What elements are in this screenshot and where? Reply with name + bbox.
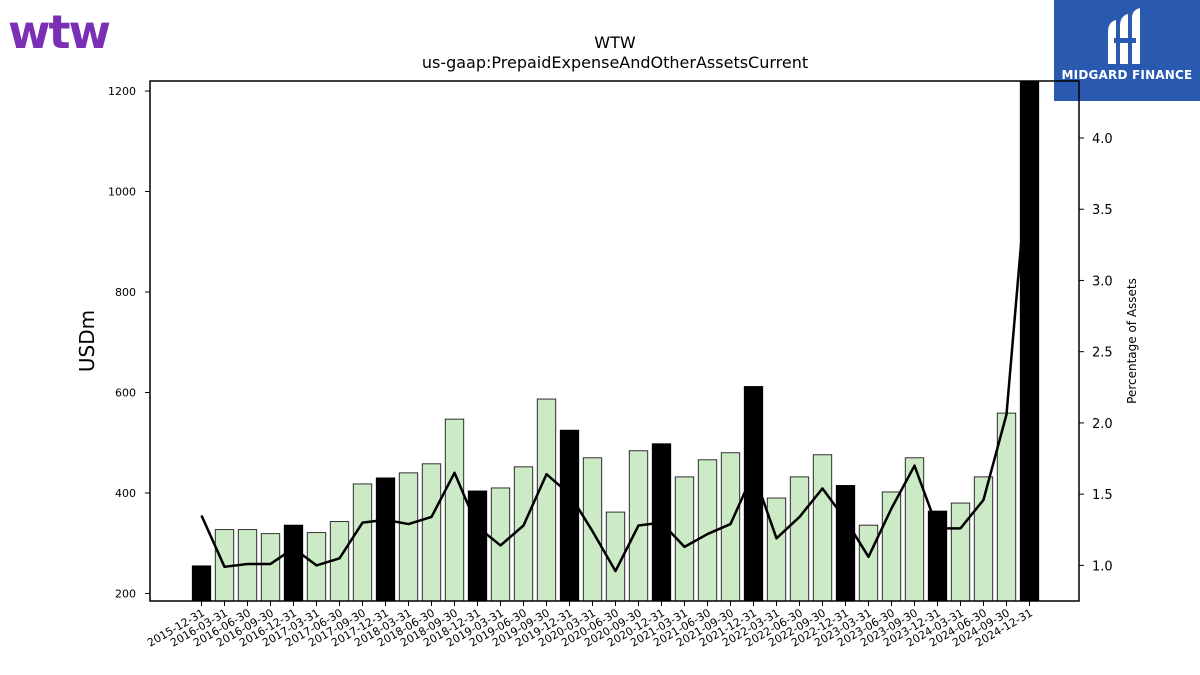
y-tick-label: 1000 <box>108 186 136 199</box>
bar <box>513 466 534 602</box>
bar <box>191 565 212 602</box>
bar <box>283 524 304 602</box>
bar <box>352 483 373 602</box>
bar <box>421 463 442 602</box>
chart-subtitle: us-gaap:PrepaidExpenseAndOtherAssetsCurr… <box>422 53 808 72</box>
y2-tick-label: 1.0 <box>1092 559 1113 574</box>
y-axis-left: 200 400 600 800 1000 1200 <box>108 85 150 600</box>
bar <box>766 497 787 602</box>
midgard-mark-icon <box>1108 8 1140 64</box>
bar <box>789 476 810 602</box>
bar <box>812 454 833 602</box>
bar <box>927 510 948 602</box>
line-series <box>200 145 1031 573</box>
bar <box>398 472 419 602</box>
bar <box>950 502 971 602</box>
bar <box>375 477 396 602</box>
bar <box>306 532 327 602</box>
bar <box>559 429 580 602</box>
publisher-logo-text: MIDGARD FINANCE <box>1061 68 1193 82</box>
y-tick-label: 1200 <box>108 85 136 98</box>
plot-frame <box>149 80 1080 602</box>
y2-axis-label: Percentage of Assets <box>1125 278 1139 404</box>
y2-tick-label: 3.0 <box>1092 274 1113 289</box>
y2-tick-label: 3.5 <box>1092 203 1113 218</box>
y2-tick-label: 1.5 <box>1092 488 1113 503</box>
x-axis: 2015-12-312016-03-312016-06-302016-09-30… <box>145 601 1035 650</box>
y-tick-label: 800 <box>115 286 136 299</box>
y-axis-right: 1.0 1.5 2.0 2.5 3.0 3.5 4.0 <box>1079 132 1113 574</box>
bar <box>444 418 465 602</box>
bar <box>858 524 879 602</box>
y2-tick-label: 4.0 <box>1092 132 1113 147</box>
percentage-line <box>200 145 1031 573</box>
y-tick-label: 200 <box>115 587 136 600</box>
bar <box>260 533 281 602</box>
y-tick-label: 400 <box>115 487 136 500</box>
bar <box>467 490 488 602</box>
chart-title: WTW <box>594 33 636 52</box>
y-axis-label: USDm <box>75 310 99 372</box>
y2-tick-label: 2.0 <box>1092 417 1113 432</box>
bar <box>835 485 856 602</box>
y2-tick-label: 2.5 <box>1092 346 1113 361</box>
bar-series <box>191 80 1040 602</box>
bar <box>536 398 557 602</box>
company-logo: wtw <box>8 5 111 59</box>
y-tick-label: 600 <box>115 386 136 399</box>
